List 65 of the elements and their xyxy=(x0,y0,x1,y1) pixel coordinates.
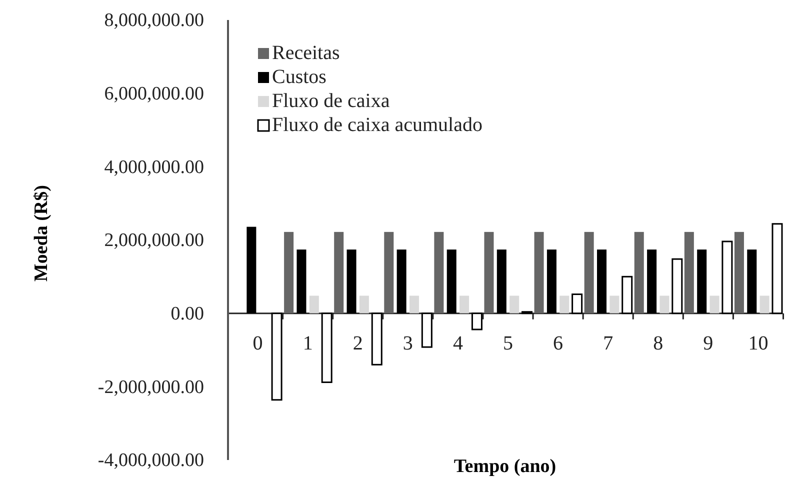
bar xyxy=(546,250,556,314)
bar xyxy=(396,250,406,314)
x-axis-title: Tempo (ano) xyxy=(454,456,556,477)
bar xyxy=(672,258,683,314)
x-tick-label: 8 xyxy=(653,332,664,354)
legend-label: Receitas xyxy=(272,42,340,64)
bar xyxy=(597,250,607,314)
bar xyxy=(660,296,670,314)
bar xyxy=(584,232,594,314)
bar xyxy=(697,250,707,314)
legend-label: Fluxo de caixa xyxy=(272,90,390,112)
bar xyxy=(572,294,583,314)
x-tick-label: 5 xyxy=(503,332,513,354)
bar xyxy=(446,250,456,314)
y-tick-label: -4,000,000.00 xyxy=(98,450,204,472)
bar xyxy=(734,232,744,314)
bar xyxy=(610,296,620,314)
legend-label: Fluxo de caixa acumulado xyxy=(272,114,482,136)
y-tick-label: 8,000,000.00 xyxy=(104,10,204,32)
y-tick-label: 6,000,000.00 xyxy=(104,83,204,104)
bar xyxy=(321,312,332,384)
bar xyxy=(471,312,482,330)
y-tick-label: 2,000,000.00 xyxy=(104,230,204,252)
bar xyxy=(560,296,570,314)
bar xyxy=(434,232,444,314)
bar xyxy=(510,296,520,314)
bar xyxy=(409,296,419,314)
bar xyxy=(421,312,432,348)
bar xyxy=(284,232,294,314)
bar xyxy=(309,296,319,314)
bar xyxy=(634,232,644,314)
y-tick-label: 0.00 xyxy=(170,303,204,324)
bar xyxy=(346,250,356,314)
x-tick-label: 0 xyxy=(252,332,263,354)
bar xyxy=(647,250,657,314)
x-tick-label: 1 xyxy=(302,332,313,354)
x-tick-label: 9 xyxy=(703,332,714,354)
bar xyxy=(622,276,633,314)
bar xyxy=(460,296,470,314)
bar xyxy=(772,223,783,314)
x-tick-label: 3 xyxy=(402,332,413,354)
bar xyxy=(722,240,733,314)
x-tick-label: 2 xyxy=(352,332,363,354)
bar xyxy=(246,226,256,314)
x-tick-label: 7 xyxy=(603,332,614,354)
bar xyxy=(710,296,720,314)
bar xyxy=(371,312,382,366)
x-tick-label: 10 xyxy=(748,332,768,354)
bar xyxy=(384,232,394,314)
y-tick-label: -2,000,000.00 xyxy=(98,376,204,398)
x-tick-label: 6 xyxy=(553,332,564,354)
legend-label: Custos xyxy=(272,66,327,88)
y-axis-title: Moeda (R$) xyxy=(31,185,52,282)
bar xyxy=(296,250,306,314)
bar xyxy=(484,232,494,314)
bar xyxy=(496,250,506,314)
bar xyxy=(334,232,344,314)
bar xyxy=(359,296,369,314)
bar xyxy=(760,296,770,314)
bar xyxy=(534,232,544,314)
bar xyxy=(747,250,757,314)
bar xyxy=(271,312,282,401)
bar xyxy=(684,232,694,314)
y-tick-label: 4,000,000.00 xyxy=(104,156,204,178)
x-tick-label: 4 xyxy=(452,332,463,354)
